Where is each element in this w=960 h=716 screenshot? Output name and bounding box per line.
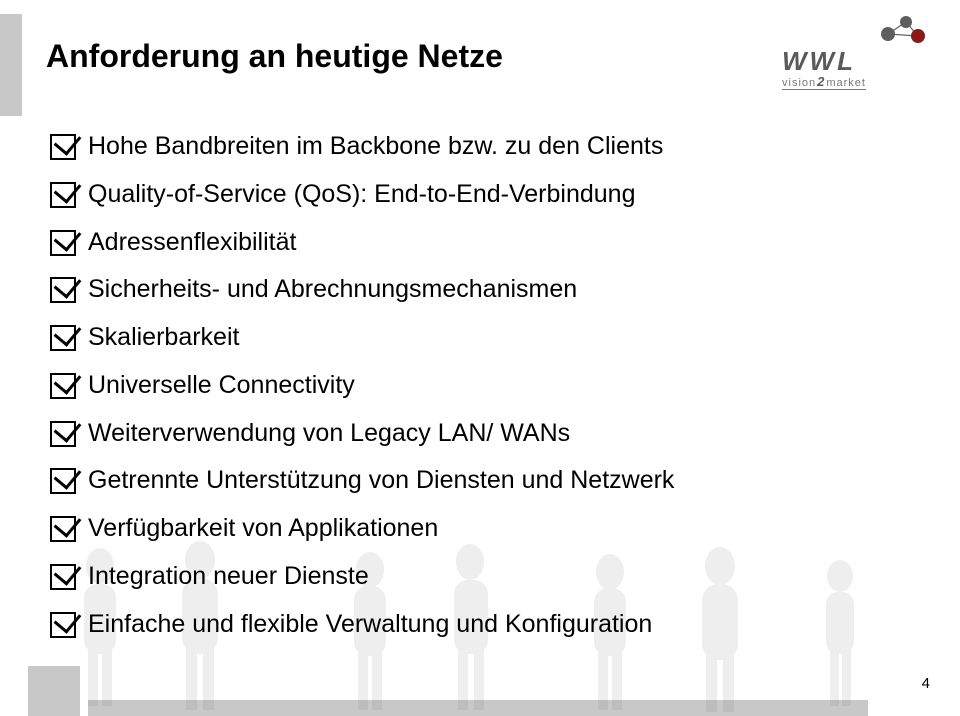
- list-item: Adressenflexibilität: [50, 226, 900, 260]
- logo: WWL vision2market: [782, 14, 932, 94]
- list-item: Weiterverwendung von Legacy LAN/ WANs: [50, 417, 900, 451]
- list-item: Skalierbarkeit: [50, 321, 900, 355]
- list-item: Integration neuer Dienste: [50, 560, 900, 594]
- bullet-text: Weiterverwendung von Legacy LAN/ WANs: [88, 417, 570, 451]
- deco-bar-left-bottom: [28, 666, 80, 716]
- bullet-text: Adressenflexibilität: [88, 226, 296, 260]
- bullet-text: Integration neuer Dienste: [88, 560, 369, 594]
- bullet-text: Universelle Connectivity: [88, 369, 355, 403]
- page-number: 4: [922, 675, 930, 692]
- list-item: Universelle Connectivity: [50, 369, 900, 403]
- checkbox-checked-icon: [50, 230, 76, 256]
- checkbox-checked-icon: [50, 564, 76, 590]
- checkbox-checked-icon: [50, 277, 76, 303]
- checkbox-checked-icon: [50, 421, 76, 447]
- checkbox-checked-icon: [50, 373, 76, 399]
- checkbox-checked-icon: [50, 325, 76, 351]
- logo-tagline-pre: vision: [782, 77, 816, 89]
- logo-tagline-num: 2: [816, 74, 826, 89]
- list-item: Getrennte Unterstützung von Diensten und…: [50, 464, 900, 498]
- logo-balls-icon: [782, 14, 926, 49]
- list-item: Hohe Bandbreiten im Backbone bzw. zu den…: [50, 130, 900, 164]
- bullet-list: Hohe Bandbreiten im Backbone bzw. zu den…: [50, 130, 900, 655]
- list-item: Sicherheits- und Abrechnungsmechanismen: [50, 273, 900, 307]
- checkbox-checked-icon: [50, 468, 76, 494]
- deco-bar-left-top: [0, 14, 22, 116]
- page-title: Anforderung an heutige Netze: [46, 38, 503, 75]
- bullet-text: Verfügbarkeit von Applikationen: [88, 512, 438, 546]
- list-item: Einfache und flexible Verwaltung und Kon…: [50, 608, 900, 642]
- logo-text: WWL: [782, 46, 932, 77]
- logo-tagline: vision2market: [782, 76, 932, 90]
- checkbox-checked-icon: [50, 134, 76, 160]
- bullet-text: Getrennte Unterstützung von Diensten und…: [88, 464, 674, 498]
- logo-tagline-post: market: [826, 77, 866, 89]
- bullet-text: Quality-of-Service (QoS): End-to-End-Ver…: [88, 178, 635, 212]
- checkbox-checked-icon: [50, 612, 76, 638]
- deco-bar-bottom: [88, 700, 868, 716]
- bullet-text: Sicherheits- und Abrechnungsmechanismen: [88, 273, 577, 307]
- slide: WWL vision2market Anforderung an heutige…: [0, 0, 960, 716]
- checkbox-checked-icon: [50, 182, 76, 208]
- checkbox-checked-icon: [50, 516, 76, 542]
- list-item: Quality-of-Service (QoS): End-to-End-Ver…: [50, 178, 900, 212]
- list-item: Verfügbarkeit von Applikationen: [50, 512, 900, 546]
- bullet-text: Hohe Bandbreiten im Backbone bzw. zu den…: [88, 130, 663, 164]
- bullet-text: Skalierbarkeit: [88, 321, 239, 355]
- bullet-text: Einfache und flexible Verwaltung und Kon…: [88, 608, 652, 642]
